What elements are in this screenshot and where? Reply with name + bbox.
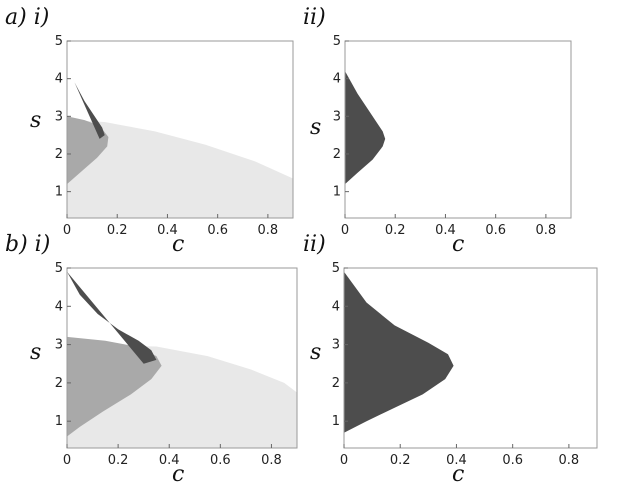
plot-border: [66, 267, 298, 449]
x-tick-label: 0.6: [485, 223, 506, 238]
regions: [67, 65, 293, 218]
plot-border: [344, 40, 572, 219]
y-tick-label: 3: [332, 338, 340, 353]
region-dark: [345, 71, 386, 185]
y-tick-label: 2: [55, 376, 63, 391]
y-tick-label: 2: [55, 147, 63, 162]
regions: [345, 71, 386, 185]
y-tick-label: 2: [332, 376, 340, 391]
x-tick-label: 0: [63, 223, 71, 238]
panel-label-b-ii: ii): [303, 232, 326, 257]
y-tick-label: 1: [55, 185, 63, 200]
y-tick-label: 3: [55, 109, 63, 124]
y-tick-label: 4: [55, 72, 63, 87]
regions: [67, 271, 297, 448]
y-tick-label: 3: [333, 109, 341, 124]
region-dark: [344, 271, 454, 433]
region-mid: [67, 336, 162, 437]
plot-frame: [344, 40, 572, 219]
x-axis-label-b-i: c: [172, 462, 185, 487]
y-tick-label: 1: [333, 185, 341, 200]
x-tick-label: 0.2: [108, 453, 129, 468]
x-tick-label: 0.8: [261, 453, 282, 468]
y-axis-label-b-i: s: [30, 340, 42, 365]
x-axis-label-b-ii: c: [452, 462, 465, 487]
y-tick-label: 5: [55, 34, 63, 49]
y-tick-label: 5: [332, 261, 340, 276]
y-tick-label: 5: [333, 34, 341, 49]
x-tick-label: 0.2: [107, 223, 128, 238]
y-tick-label: 4: [333, 72, 341, 87]
panel-label-a-i: a) i): [5, 5, 50, 30]
panel-label-b-i: b) i): [5, 232, 51, 257]
y-tick-label: 3: [55, 338, 63, 353]
plot-border: [66, 40, 294, 219]
x-tick-label: 0: [340, 453, 348, 468]
x-tick-label: 0.8: [536, 223, 557, 238]
x-tick-label: 0.4: [446, 453, 467, 468]
region-dark: [67, 271, 157, 364]
x-tick-label: 0.6: [502, 453, 523, 468]
y-axis-label-a-i: s: [30, 108, 42, 133]
plot-border: [343, 267, 598, 449]
x-tick-label: 0.8: [559, 453, 580, 468]
region-dark: [67, 65, 105, 139]
y-tick-label: 4: [332, 299, 340, 314]
x-tick-label: 0.4: [435, 223, 456, 238]
region-light: [67, 120, 293, 218]
x-tick-label: 0.6: [210, 453, 231, 468]
panel-label-a-ii: ii): [303, 5, 326, 30]
x-tick-label: 0.8: [258, 223, 279, 238]
y-tick-label: 5: [55, 261, 63, 276]
x-axis-label-a-i: c: [172, 232, 185, 257]
y-tick-label: 2: [333, 147, 341, 162]
regions: [344, 271, 454, 433]
x-axis-label-a-ii: c: [452, 232, 465, 257]
x-tick-label: 0.4: [159, 453, 180, 468]
y-axis-label-a-ii: s: [310, 115, 322, 140]
y-tick-label: 1: [332, 414, 340, 429]
x-tick-label: 0: [63, 453, 71, 468]
x-tick-label: 0: [341, 223, 349, 238]
x-tick-label: 0.2: [390, 453, 411, 468]
x-tick-label: 0.2: [385, 223, 406, 238]
x-tick-label: 0.6: [207, 223, 228, 238]
y-tick-label: 4: [55, 299, 63, 314]
y-axis-label-b-ii: s: [310, 340, 322, 365]
x-tick-label: 0.4: [157, 223, 178, 238]
y-tick-label: 1: [55, 414, 63, 429]
